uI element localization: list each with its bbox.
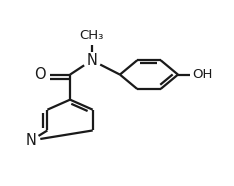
Text: CH₃: CH₃ <box>80 29 104 42</box>
Text: N: N <box>86 53 97 68</box>
Text: N: N <box>26 133 37 148</box>
Text: O: O <box>34 67 46 82</box>
Text: OH: OH <box>192 68 213 81</box>
